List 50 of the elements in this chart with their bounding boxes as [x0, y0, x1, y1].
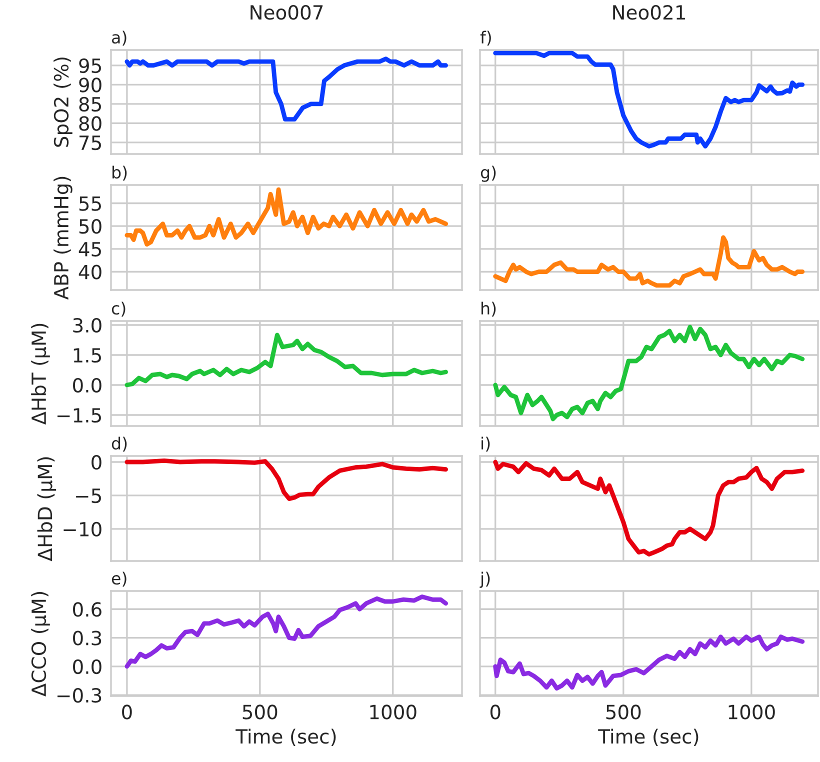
line-series	[124, 594, 448, 669]
y-tick-label: −10	[64, 522, 102, 537]
text: b)	[112, 166, 127, 181]
y-tick-label: 0.0	[73, 378, 102, 393]
y-tick-label: 40	[78, 264, 102, 280]
x-tick-label: 1000	[370, 704, 416, 720]
y-tick-label: 85	[79, 96, 101, 112]
chart-title: Neo007	[250, 5, 323, 20]
y-axis-title: ΔCCO (μM)	[31, 592, 50, 696]
text: f)	[480, 30, 491, 46]
y-tick-label: 0	[92, 454, 102, 470]
y-tick-label: −5	[76, 488, 101, 504]
y-tick-label: −0.3	[58, 688, 102, 703]
x-tick-label: 0	[122, 704, 132, 720]
y-axis-title: SpO2 (%)	[54, 58, 72, 147]
y-tick-label: 1.5	[74, 348, 101, 363]
line-series	[124, 187, 448, 247]
y-axis-title: ABP (mmHg)	[54, 176, 72, 300]
y-tick-label: 55	[79, 196, 101, 211]
y-tick-label: 80	[79, 116, 102, 131]
x-tick-label: 500	[242, 704, 278, 720]
y-tick-label: 95	[79, 58, 101, 74]
y-tick-label: 90	[79, 78, 102, 92]
line-series	[124, 332, 448, 388]
y-tick-label: 0.0	[73, 659, 102, 674]
text: d)	[112, 436, 127, 452]
x-axis-title: Time (sec)	[236, 728, 336, 746]
line-series	[124, 458, 448, 502]
y-tick-label: 50	[79, 219, 102, 234]
text: e)	[112, 572, 126, 587]
text: g)	[480, 166, 496, 182]
y-tick-label: 45	[78, 242, 101, 257]
text: h)	[482, 302, 496, 317]
y-tick-label: −1.5	[58, 408, 101, 423]
y-tick-label: 75	[80, 136, 101, 150]
chart-title: Neo021	[613, 5, 685, 20]
x-tick-label: 500	[606, 704, 641, 720]
text: a)	[112, 30, 126, 46]
text: j)	[480, 572, 490, 588]
y-axis-title: ΔHbT (μM)	[31, 324, 50, 425]
text: i)	[482, 436, 490, 452]
line-series	[124, 56, 448, 122]
text: c)	[112, 302, 126, 317]
y-tick-label: 0.6	[73, 602, 102, 617]
y-tick-label: 0.3	[73, 630, 102, 646]
y-tick-label: 3.0	[73, 318, 102, 333]
y-axis-title: ΔHbD (μM)	[37, 457, 56, 562]
x-tick-label: 0	[490, 704, 500, 720]
x-axis-title: Time (sec)	[598, 728, 698, 746]
x-tick-label: 1000	[728, 704, 775, 720]
